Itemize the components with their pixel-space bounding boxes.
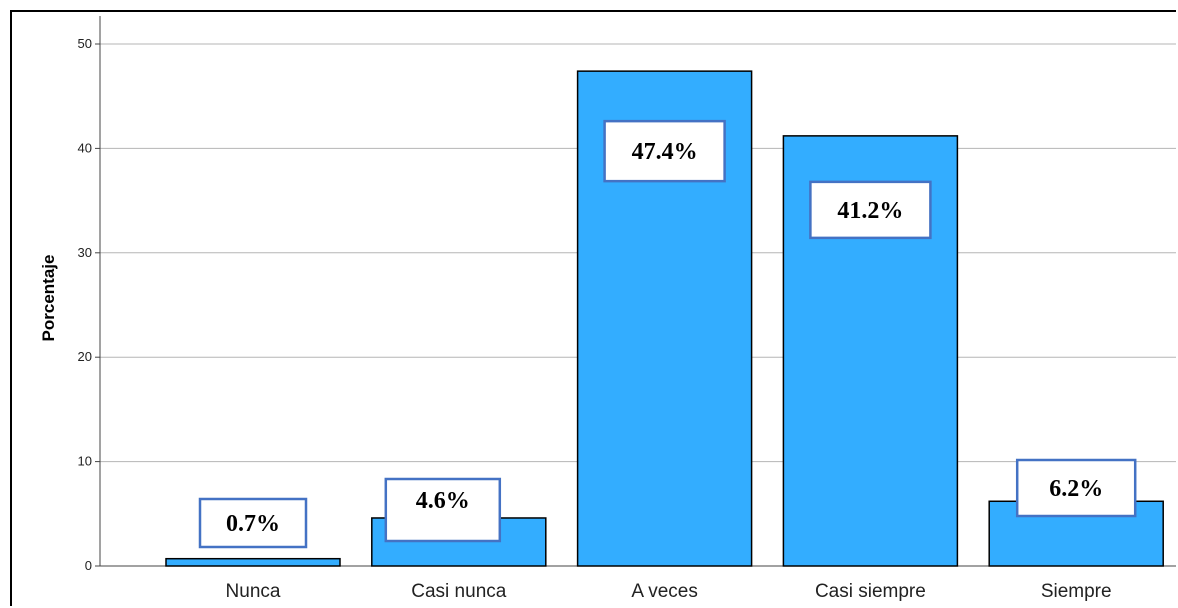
- y-tick-label: 20: [78, 349, 92, 364]
- data-label: 47.4%: [632, 139, 698, 165]
- data-labels: 0.7% 4.6% 47.4% 41.2% 6.2%: [198, 119, 1137, 549]
- data-label: 6.2%: [1049, 476, 1103, 502]
- y-axis-title: Porcentaje: [39, 255, 58, 342]
- y-tick-label: 30: [78, 245, 92, 260]
- chart-frame: [10, 10, 1176, 606]
- x-tick-label: Nunca: [226, 581, 281, 602]
- bar-nunca: [165, 557, 341, 567]
- x-tick-label: Casi nunca: [411, 581, 506, 602]
- data-label-box: [809, 180, 932, 240]
- x-tick-label: A veces: [631, 581, 698, 602]
- data-label-box: [1015, 458, 1137, 518]
- data-label: 41.2%: [837, 198, 903, 224]
- data-label-box: [603, 119, 726, 183]
- y-tick-label: 40: [78, 140, 92, 155]
- y-tick-label: 50: [78, 36, 92, 51]
- x-tick-label: Casi siempre: [815, 581, 926, 602]
- data-label-box: [384, 477, 502, 543]
- x-axis-labels: Nunca Casi nunca A veces Casi siempre Siempr…: [226, 581, 1112, 602]
- data-label: 0.7%: [226, 511, 280, 537]
- y-tick-label: 10: [78, 454, 92, 469]
- data-label-box: [198, 497, 308, 549]
- x-tick-label: Siempre: [1041, 581, 1112, 602]
- data-label: 4.6%: [416, 488, 470, 514]
- y-tick-label: 0: [85, 558, 92, 573]
